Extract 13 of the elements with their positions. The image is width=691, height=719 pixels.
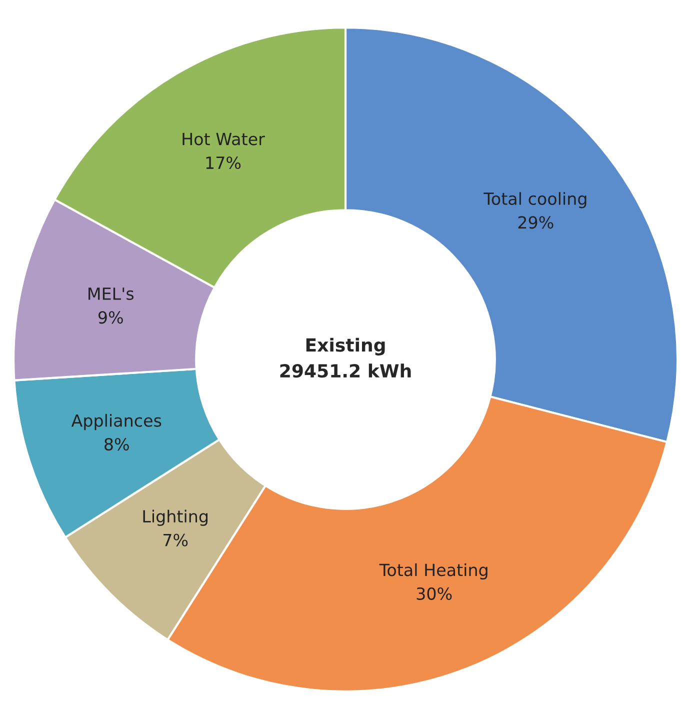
slice-label: Total cooling	[484, 192, 586, 208]
data-label: 29%	[518, 216, 554, 229]
data-label: 7%	[163, 534, 188, 546]
data-label: 8%	[104, 438, 129, 451]
text: Existing 29451.2 kWh	[280, 338, 411, 378]
slice-label: Appliances	[71, 414, 162, 430]
data-label: 17%	[206, 156, 241, 170]
slice-label: Hot Water	[182, 132, 265, 146]
slice-label: Lighting	[143, 510, 208, 526]
slice-label: MEL's	[88, 288, 134, 300]
slice-label: Total Heating	[379, 563, 488, 580]
data-label: 9%	[98, 311, 123, 324]
data-label: 30%	[416, 587, 452, 600]
